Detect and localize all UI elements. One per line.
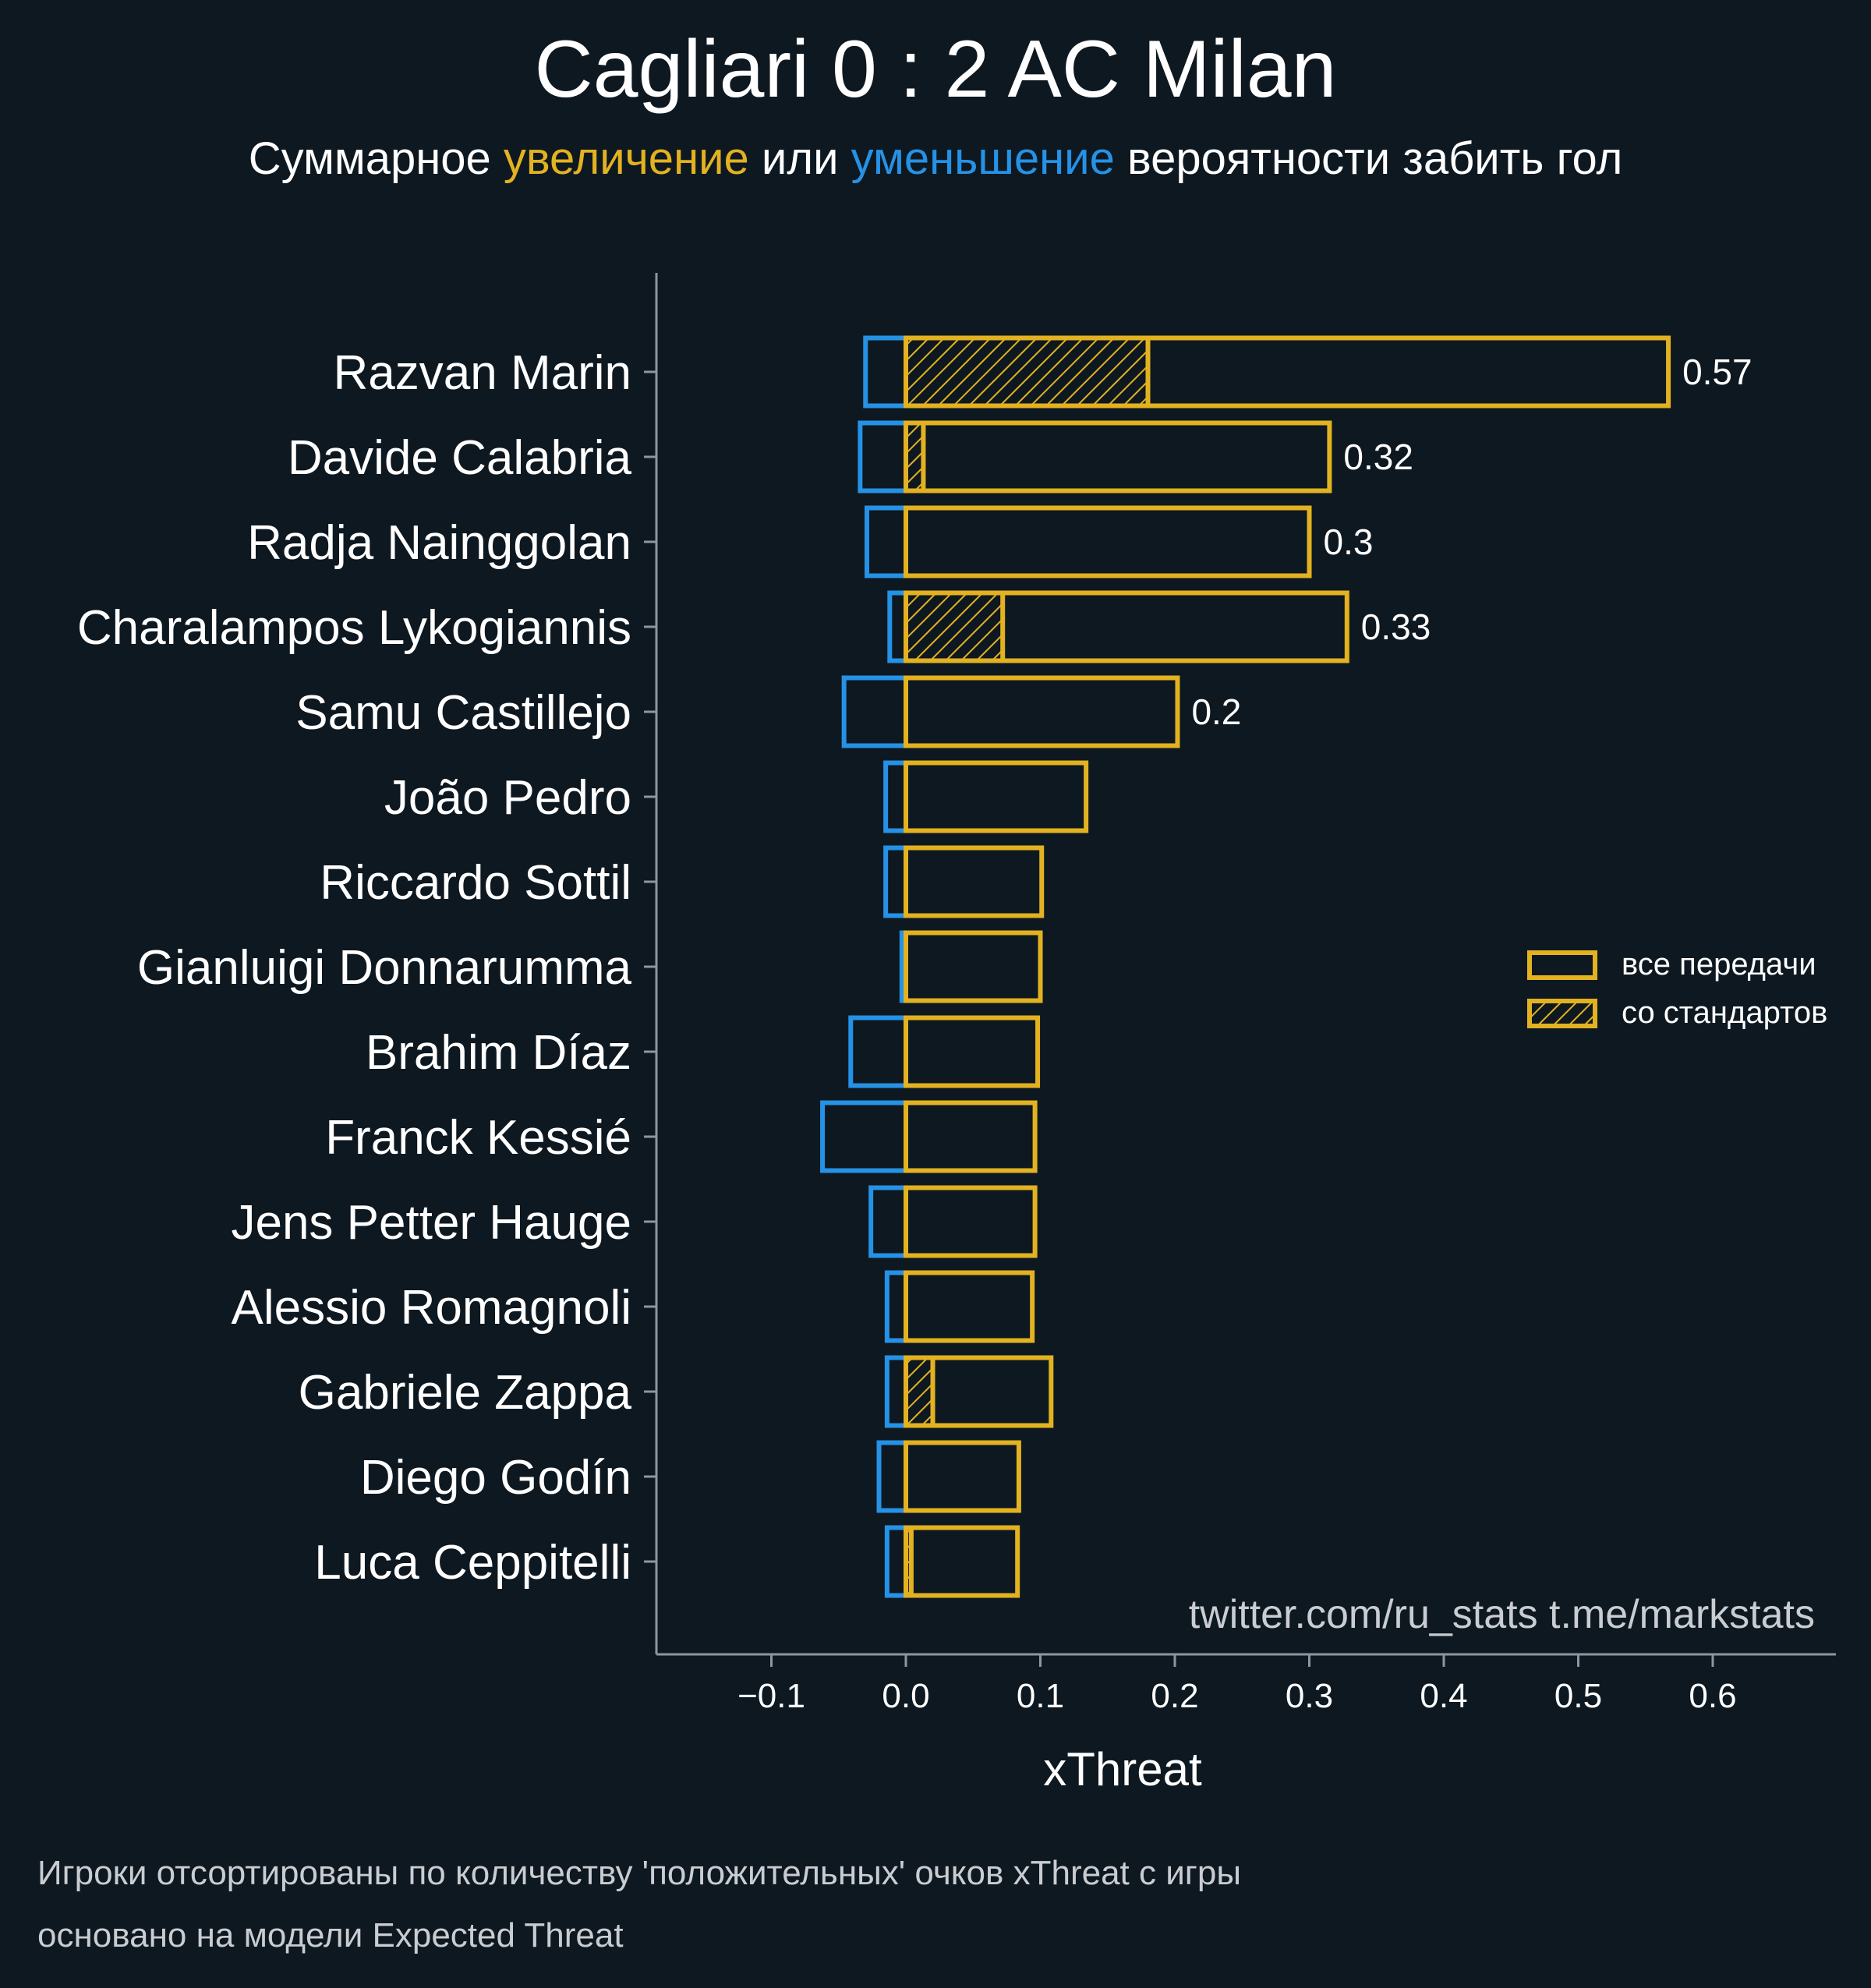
- all-passes-bar: [904, 1100, 1038, 1173]
- y-tick-label: Brahim Díaz: [366, 1026, 631, 1080]
- subtitle-increase: увеличение: [503, 133, 749, 184]
- y-tick-label: Gabriele Zappa: [299, 1366, 632, 1420]
- y-tick-label: Riccardo Sottil: [320, 856, 631, 910]
- legend-label-set-piece: со стандартов: [1622, 996, 1827, 1030]
- chart-title: Cagliari 0 : 2 AC Milan: [534, 24, 1337, 115]
- all-passes-bar: [904, 1185, 1038, 1258]
- all-passes-bar: [904, 675, 1180, 748]
- legend-label-all: все передачи: [1622, 947, 1816, 982]
- negative-bar: [887, 590, 909, 663]
- all-passes-bar: [904, 760, 1089, 833]
- all-passes-bar: [904, 1440, 1021, 1513]
- y-tick-label: Charalampos Lykogiannis: [77, 601, 631, 655]
- legend-swatch-all: [1527, 950, 1597, 980]
- x-tick-label: 0.4: [1420, 1677, 1467, 1715]
- y-tick-label: Alessio Romagnoli: [232, 1281, 631, 1335]
- negative-bar: [863, 335, 908, 409]
- all-passes-bar: [904, 845, 1045, 918]
- y-tick-label: Franck Kessié: [325, 1111, 631, 1165]
- x-tick-label: 0.1: [1017, 1677, 1064, 1715]
- all-passes-bar: [904, 1355, 1054, 1428]
- negative-bar: [883, 845, 908, 918]
- set-piece-bar: [904, 590, 1006, 663]
- x-tick-label: −0.1: [737, 1677, 805, 1715]
- subtitle-part3: вероятности забить гол: [1114, 133, 1623, 184]
- y-tick-label: Luca Ceppitelli: [314, 1536, 631, 1590]
- negative-bar: [864, 505, 908, 578]
- all-passes-bar: [904, 1270, 1035, 1343]
- footnote-sorting: Игроки отсортированы по количеству 'поло…: [37, 1854, 1241, 1892]
- chart-subtitle: Суммарное увеличение или уменьшение веро…: [0, 133, 1871, 185]
- subtitle-part2: или: [748, 133, 851, 184]
- all-passes-bar: [904, 590, 1349, 663]
- legend: все передачи со стандартов: [1527, 947, 1827, 1030]
- negative-bar: [858, 420, 908, 493]
- all-passes-bar: [904, 930, 1043, 1003]
- y-tick-label: Radja Nainggolan: [247, 516, 631, 570]
- negative-bar: [848, 1015, 909, 1088]
- negative-bar: [884, 1525, 908, 1598]
- bar-value-label: 0.2: [1191, 692, 1241, 732]
- y-tick-label: Razvan Marin: [334, 346, 631, 400]
- y-tick-label: Davide Calabria: [288, 431, 632, 485]
- x-tick-label: 0.0: [882, 1677, 929, 1715]
- x-tick-label: 0.2: [1151, 1677, 1198, 1715]
- all-passes-bar: [904, 1015, 1041, 1088]
- all-passes-bar: [904, 1525, 1020, 1598]
- subtitle-decrease: уменьшение: [851, 133, 1115, 184]
- negative-bar: [820, 1100, 909, 1173]
- negative-bar: [841, 675, 909, 748]
- negative-bar: [876, 1440, 908, 1513]
- x-tick-label: 0.5: [1554, 1677, 1602, 1715]
- legend-swatch-set-piece: [1527, 999, 1597, 1028]
- subtitle-part1: Суммарное: [248, 133, 504, 184]
- bar-value-label: 0.33: [1361, 607, 1431, 647]
- set-piece-bar: [904, 1355, 936, 1428]
- x-tick-label: 0.3: [1286, 1677, 1333, 1715]
- set-piece-bar: [904, 335, 1151, 409]
- y-tick-label: Gianluigi Donnarumma: [137, 941, 632, 995]
- negative-bar: [884, 1270, 908, 1343]
- negative-bar: [868, 1185, 909, 1258]
- x-tick-label: 0.6: [1689, 1677, 1736, 1715]
- bar-value-label: 0.3: [1324, 522, 1374, 562]
- all-passes-bar: [904, 505, 1312, 578]
- set-piece-bar: [904, 420, 926, 493]
- bar-value-label: 0.57: [1682, 352, 1753, 392]
- x-axis-label: xThreat: [1043, 1743, 1202, 1795]
- y-tick-label: João Pedro: [384, 771, 631, 825]
- all-passes-bar: [904, 420, 1332, 493]
- footnote-model: основано на модели Expected Threat: [37, 1916, 624, 1954]
- all-passes-bar: [904, 335, 1671, 409]
- bar-value-label: 0.32: [1343, 437, 1413, 477]
- y-tick-label: Diego Godín: [360, 1451, 631, 1505]
- negative-bar: [883, 760, 908, 833]
- y-tick-label: Samu Castillejo: [295, 686, 631, 740]
- y-tick-label: Jens Petter Hauge: [231, 1196, 631, 1250]
- watermark: twitter.com/ru_stats t.me/markstats: [1189, 1592, 1815, 1637]
- negative-bar: [884, 1355, 908, 1428]
